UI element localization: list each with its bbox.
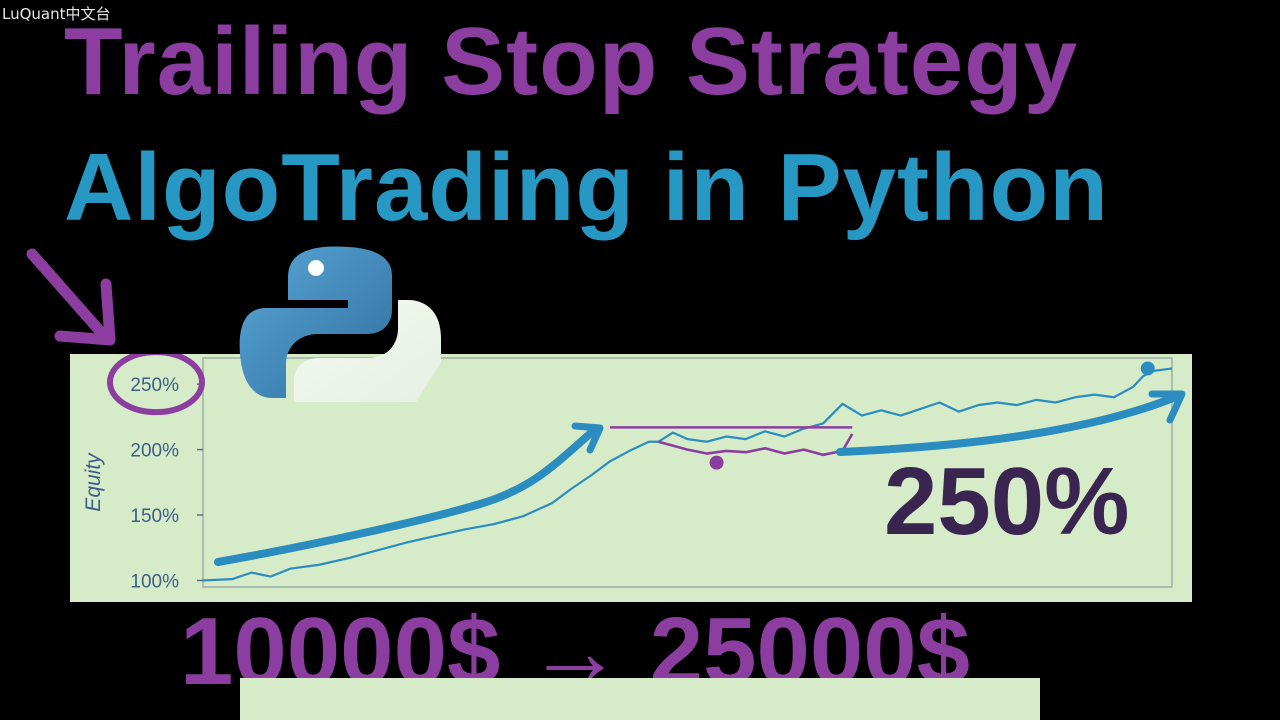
y-tick-label: 250% [130, 375, 179, 396]
peak-marker [1140, 361, 1155, 376]
headline-return-value: 250% [884, 448, 1130, 555]
plot-frame [202, 357, 1173, 588]
watermark: LuQuant中文台 [2, 5, 111, 23]
equity-chart: 100% 150% 200% 250% Equity [82, 354, 1186, 592]
python-logo-icon [239, 246, 441, 402]
trend-arrow-2 [836, 392, 1182, 456]
title-line-2: AlgoTrading in Python [64, 134, 1109, 241]
trend-arrow-1 [214, 428, 596, 566]
annotation-circle [107, 354, 205, 416]
y-tick-label: 100% [130, 571, 179, 592]
y-tick-label: 150% [130, 506, 179, 527]
drawdown-marker [709, 455, 724, 470]
trend-arrow-2-head [1148, 390, 1186, 424]
title-line-1: Trailing Stop Strategy [64, 8, 1079, 115]
equity-chart-panel: 100% 150% 200% 250% Equity [70, 354, 1192, 602]
bottom-highlight-box [240, 678, 1040, 720]
annotation-arrow-icon [26, 248, 116, 346]
equity-series-line [202, 367, 1173, 582]
drawdown-series-line [658, 433, 854, 457]
y-axis-label: Equity [82, 452, 105, 512]
trend-arrow-1-head [571, 422, 604, 454]
y-tick-label: 200% [130, 441, 179, 462]
